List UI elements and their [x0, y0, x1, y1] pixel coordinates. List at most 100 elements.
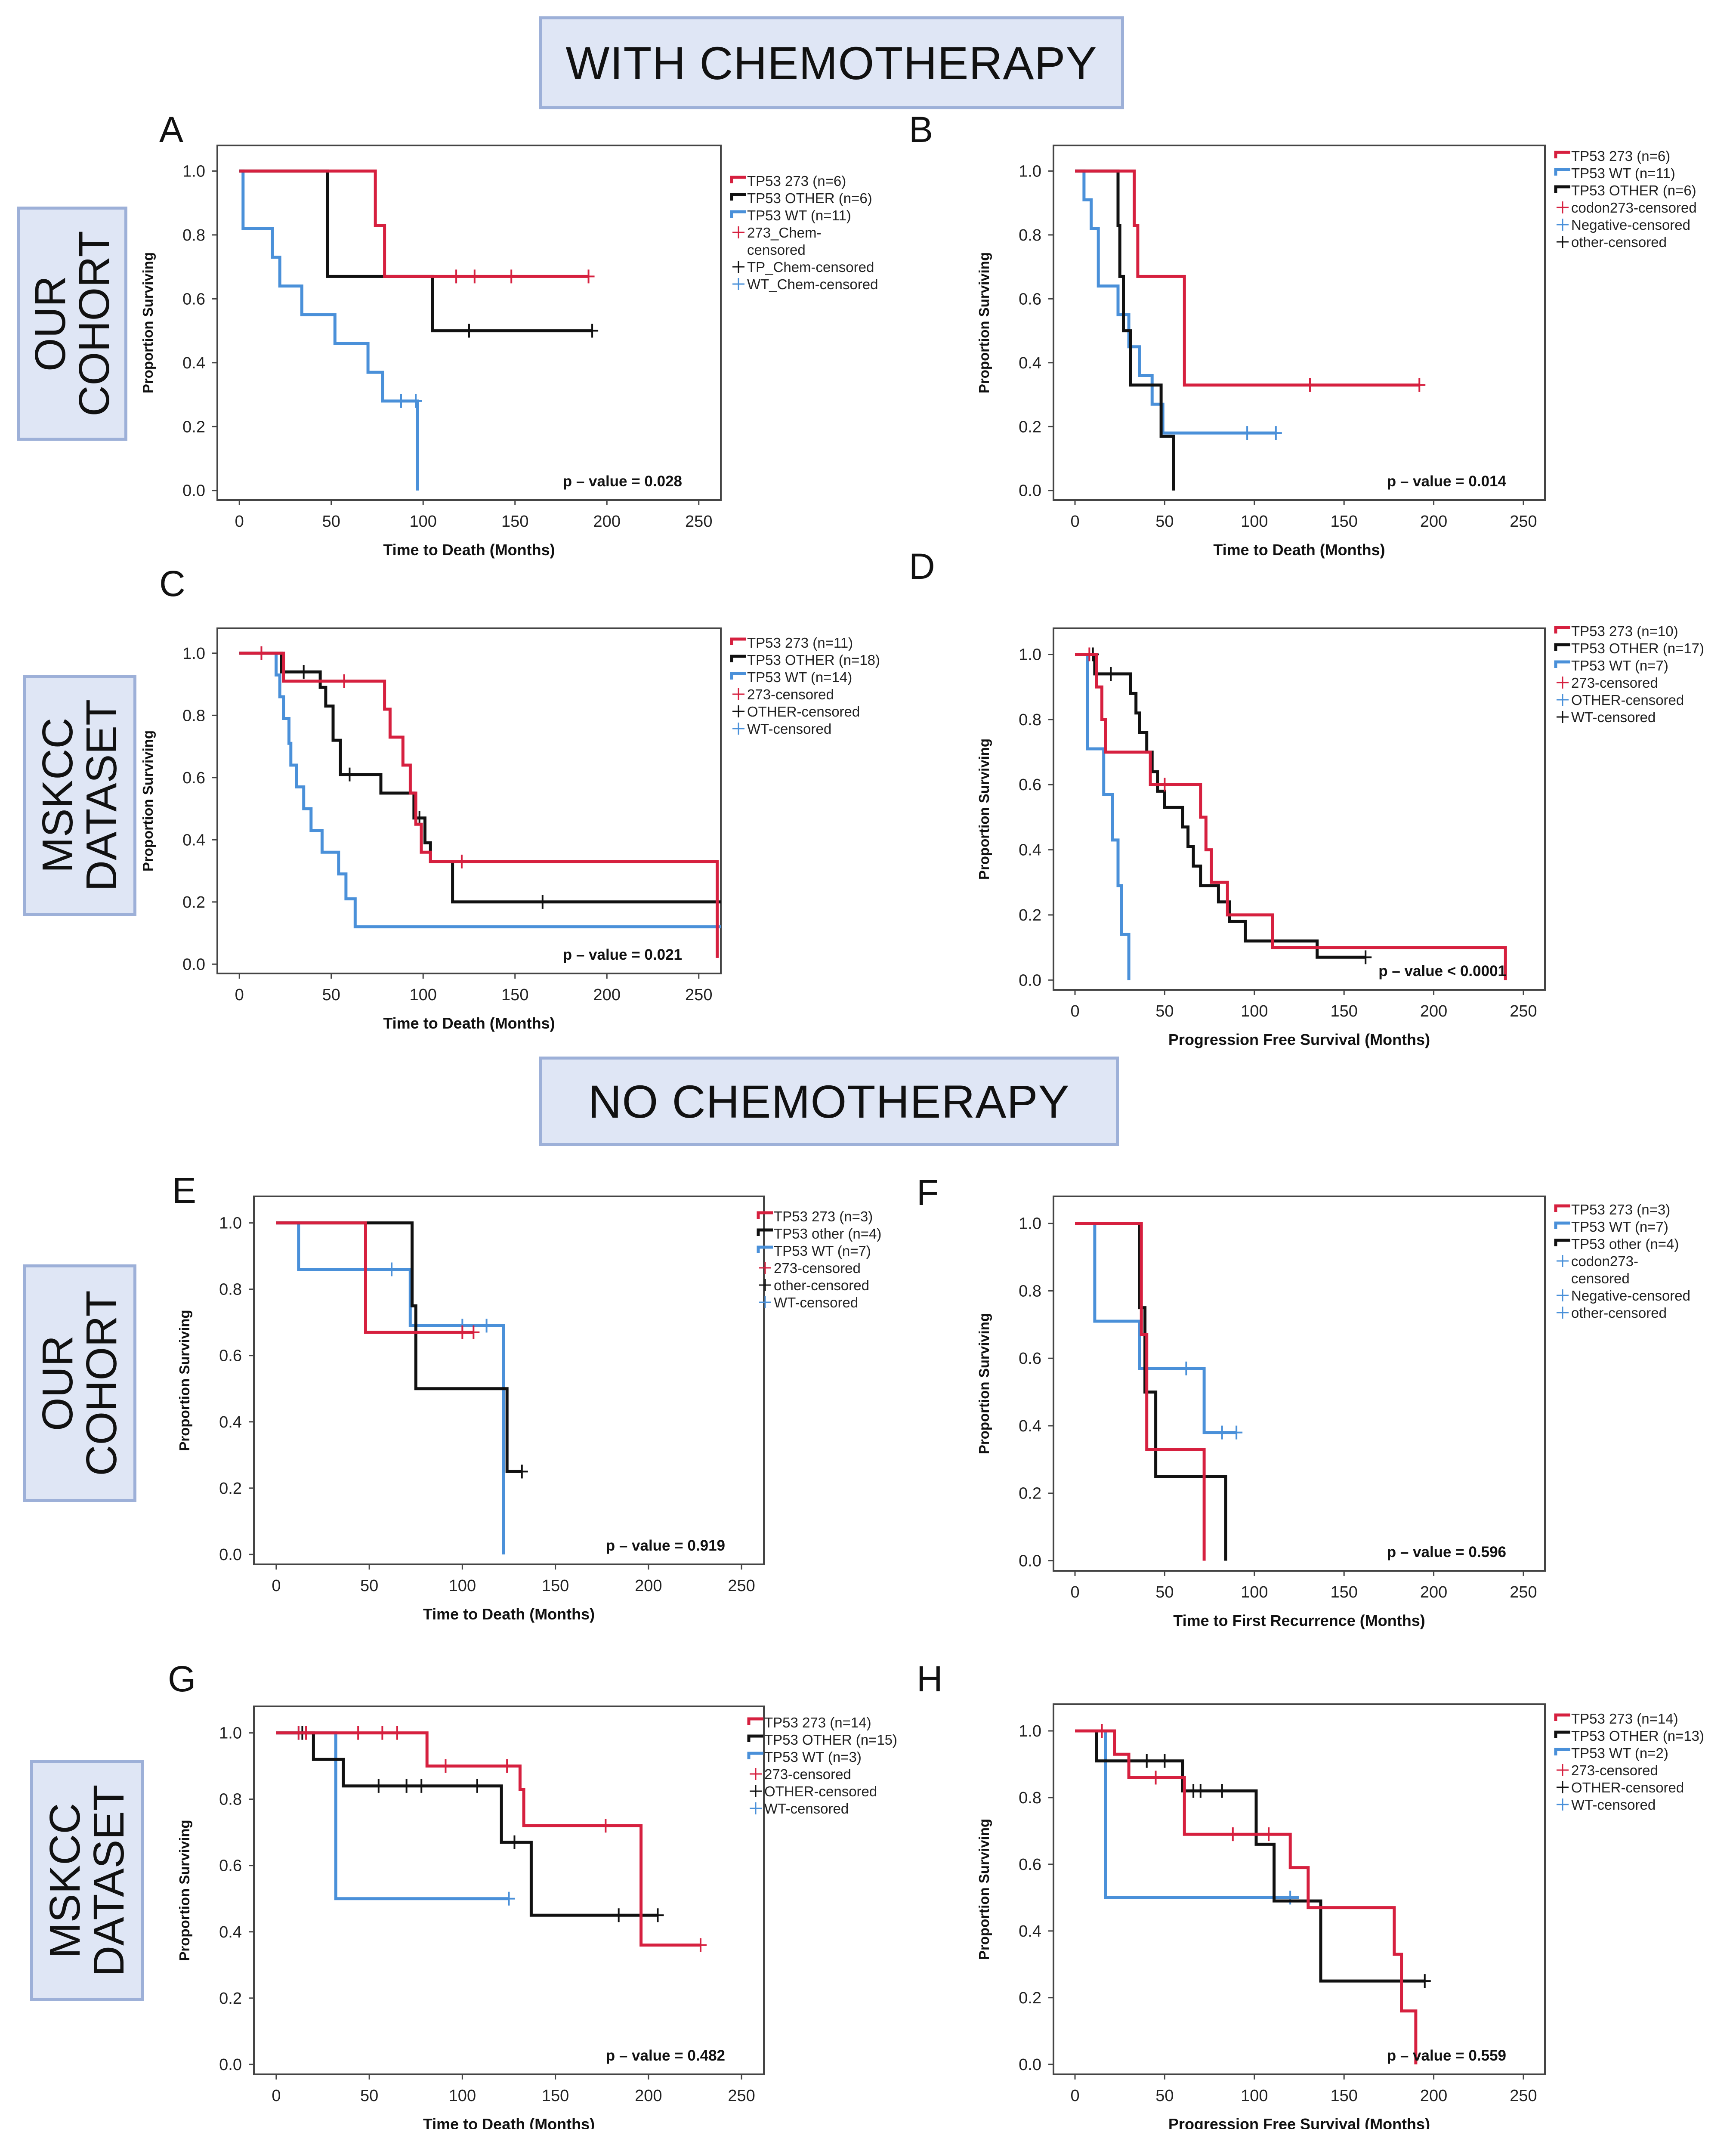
x-tick-label: 150 [1330, 1002, 1357, 1020]
censor-mark [372, 1779, 385, 1793]
x-tick-label: 100 [449, 2087, 476, 2105]
censor-mark [586, 324, 599, 338]
censor-mark [612, 1908, 625, 1922]
y-tick-label: 0.6 [1019, 1350, 1041, 1368]
x-axis-label: Time to Death (Months) [423, 1605, 595, 1623]
legend-entry: codon273-censored [1571, 200, 1697, 216]
legend-entry: TP53 273 (n=14) [764, 1715, 871, 1730]
legend-entry: WT_Chem-censored [747, 276, 878, 292]
censor-mark [439, 1759, 452, 1773]
legend-line-swatch [730, 637, 746, 645]
y-tick-label: 0.0 [1019, 482, 1041, 500]
legend-entry: TP53 WT (n=11) [1571, 165, 1675, 181]
header-no-chemotherapy: NO CHEMOTHERAPY [539, 1057, 1119, 1146]
y-tick-label: 1.0 [182, 162, 205, 180]
legend-entry: 273-censored [1571, 675, 1658, 691]
legend-line-swatch [1554, 643, 1570, 651]
censor-mark [352, 1726, 364, 1740]
y-tick-label: 0.8 [1019, 226, 1041, 244]
x-tick-label: 200 [635, 2087, 662, 2105]
censor-mark [471, 1779, 483, 1793]
censor-mark [1216, 1425, 1228, 1440]
legend-entry: 273-censored [747, 686, 834, 702]
legend-line-swatch [1554, 185, 1570, 193]
legend-plus-swatch [1557, 1307, 1569, 1319]
header-no-chemotherapy-text: NO CHEMOTHERAPY [588, 1075, 1070, 1128]
y-tick-label: 0.2 [1019, 1485, 1041, 1503]
legend-entry: TP53 273 (n=6) [747, 173, 846, 189]
x-tick-label: 50 [360, 1577, 378, 1595]
censor-mark [1226, 1827, 1239, 1842]
x-tick-label: 200 [1420, 1583, 1447, 1601]
legend-entry: WT-censored [1571, 1797, 1656, 1813]
km-curve-blue [1075, 653, 1131, 980]
censor-mark [386, 1262, 398, 1276]
x-tick-label: 100 [410, 513, 437, 531]
y-tick-label: 1.0 [1019, 646, 1041, 664]
y-tick-label: 0.2 [219, 1480, 242, 1498]
x-tick-label: 250 [728, 2087, 755, 2105]
legend-entry: TP53 273 (n=6) [1571, 148, 1670, 164]
p-value-label: p – value = 0.559 [1387, 2047, 1506, 2064]
chart-panel-f: F 0 50 100 150 200 250 0.0 0.2 0.4 0.6 0.8 1.0 Time t… [917, 1172, 1690, 1629]
legend: TP53 273 (n=6)TP53 WT (n=11)TP53 OTHER (… [1554, 148, 1697, 250]
x-tick-label: 200 [1420, 2087, 1447, 2105]
y-tick-label: 1.0 [1019, 1722, 1041, 1740]
x-tick-label: 250 [728, 1577, 755, 1595]
censor-mark [456, 1325, 469, 1339]
legend-entry: TP53 WT (n=2) [1571, 1745, 1668, 1761]
y-tick-label: 0.6 [219, 1347, 242, 1365]
y-tick-label: 0.0 [1019, 1552, 1041, 1570]
panel-letter: A [159, 109, 183, 150]
censor-mark [1413, 378, 1426, 392]
header-with-chemotherapy: WITH CHEMOTHERAPY [539, 16, 1124, 109]
y-tick-label: 1.0 [182, 645, 205, 663]
legend-entry: OTHER-censored [764, 1783, 877, 1799]
legend-line-swatch [757, 1211, 773, 1219]
p-value-label: p – value = 0.482 [606, 2047, 725, 2064]
legend-line-swatch [1554, 151, 1570, 158]
km-curve-black [1075, 653, 1366, 959]
y-tick-label: 0.2 [182, 418, 205, 436]
legend-entry: OTHER-censored [1571, 692, 1684, 708]
legend-entry: WT-censored [774, 1295, 858, 1310]
censor-mark [480, 1319, 493, 1333]
y-tick-label: 0.2 [1019, 418, 1041, 436]
x-tick-label: 100 [410, 986, 437, 1004]
legend: TP53 273 (n=10)TP53 OTHER (n=17) TP53 WT … [1554, 623, 1704, 725]
legend-line-swatch [757, 1245, 773, 1253]
p-value-label: p – value = 0.596 [1387, 1544, 1506, 1560]
y-tick-label: 0.4 [1019, 1417, 1041, 1435]
p-value-label: p – value < 0.0001 [1378, 963, 1506, 980]
legend-entry: TP_Chem-censored [747, 259, 874, 275]
chart-panel-g: G 0 50 100 150 200 250 0.0 0.2 0.4 0.6 0.8 1.0 Time t… [168, 1659, 897, 2129]
legend-plus-swatch [1557, 1798, 1569, 1811]
legend-entry: TP53 OTHER (n=18) [747, 652, 880, 668]
legend-plus-swatch [732, 688, 744, 700]
x-tick-label: 250 [1510, 2087, 1537, 2105]
y-tick-label: 0.8 [1019, 1282, 1041, 1300]
plot-frame [253, 1706, 765, 2075]
censor-mark [1194, 1784, 1207, 1798]
censor-mark [468, 269, 481, 284]
x-tick-label: 0 [235, 513, 244, 531]
x-tick-label: 150 [542, 2087, 569, 2105]
legend-plus-swatch [732, 705, 744, 717]
y-axis-label: Proportion Surviving [176, 1820, 192, 1961]
y-tick-label: 1.0 [1019, 162, 1041, 180]
legend-entry: TP53 other (n=4) [1571, 1236, 1679, 1252]
legend-entry: TP53 273 (n=3) [1571, 1202, 1670, 1217]
legend-line-swatch [1554, 626, 1570, 633]
x-tick-label: 100 [1241, 1583, 1268, 1601]
x-tick-label: 50 [1155, 1002, 1174, 1020]
km-curve-red [1075, 169, 1420, 387]
panel-letter: B [909, 109, 933, 150]
x-tick-label: 50 [360, 2087, 378, 2105]
y-tick-label: 0.0 [182, 955, 205, 973]
censor-mark [1359, 950, 1372, 964]
legend: TP53 273 (n=14)TP53 OTHER (n=13)TP53 WT … [1554, 1711, 1704, 1813]
legend-entry: TP53 WT (n=7) [774, 1243, 871, 1259]
x-axis-label: Time to Death (Months) [383, 1014, 555, 1032]
legend-line-swatch [747, 1752, 763, 1759]
censor-mark [503, 1891, 515, 1906]
